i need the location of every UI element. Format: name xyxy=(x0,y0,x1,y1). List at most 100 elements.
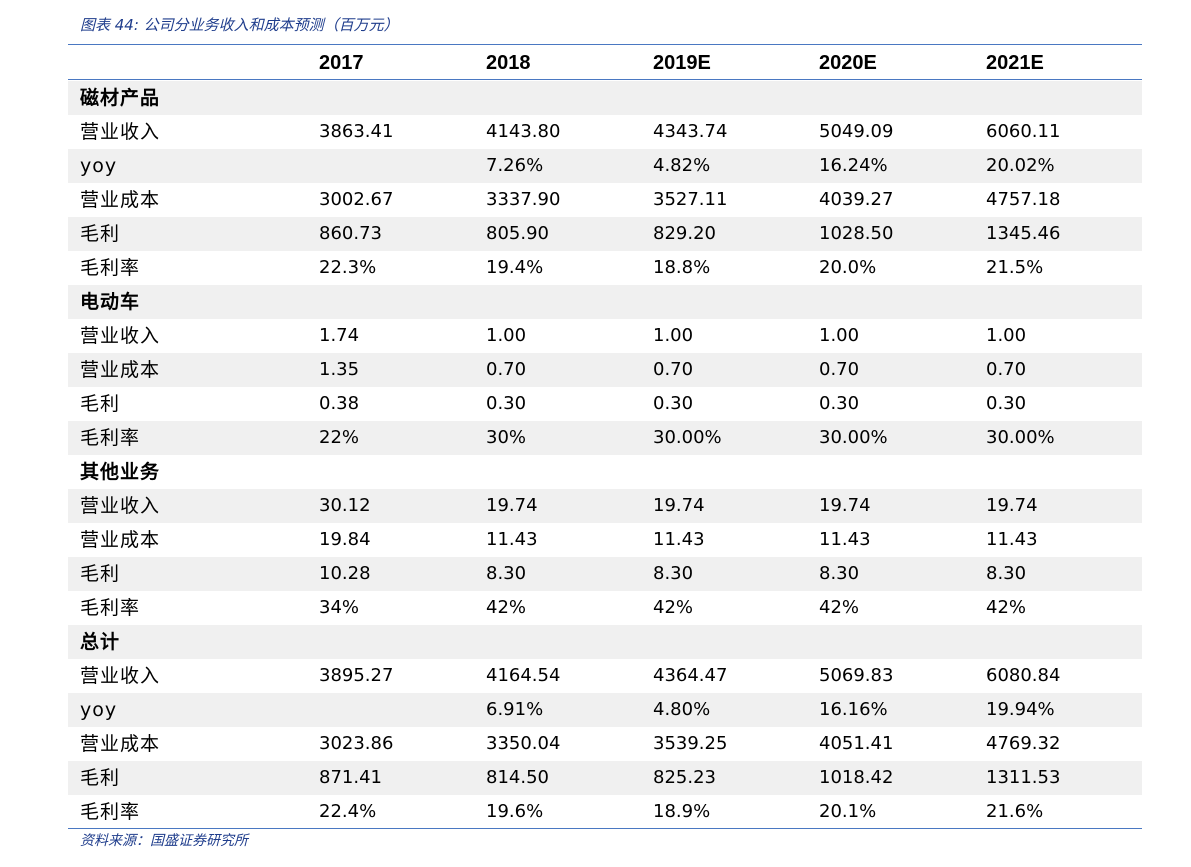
table-row: 营业收入 3863.41 4143.80 4343.74 5049.09 6060.11 xyxy=(68,115,1142,149)
table-cell: 4364.47 xyxy=(653,665,728,686)
table-cell: 19.74 xyxy=(486,495,538,516)
row-label: 毛利 xyxy=(80,563,121,585)
table-cell: 3350.04 xyxy=(486,733,561,754)
table-caption: 图表 44: 公司分业务收入和成本预测（百万元） xyxy=(80,16,399,34)
table-cell: 16.16% xyxy=(819,699,888,720)
table-cell: 11.43 xyxy=(819,529,871,550)
table-cell: 0.30 xyxy=(653,393,694,414)
section-label: 其他业务 xyxy=(80,461,161,483)
table-cell: 1.00 xyxy=(986,325,1027,346)
table-cell: 19.84 xyxy=(319,529,371,550)
table-row: 营业成本 3002.67 3337.90 3527.11 4039.27 4757.18 xyxy=(68,183,1142,217)
table-cell: 3539.25 xyxy=(653,733,728,754)
row-label: 营业收入 xyxy=(80,665,161,687)
row-label: yoy xyxy=(80,699,118,721)
row-label: 毛利率 xyxy=(80,801,141,823)
table-cell: 42% xyxy=(819,597,860,618)
table-cell: 6080.84 xyxy=(986,665,1061,686)
table-cell: 42% xyxy=(486,597,527,618)
table-row: 营业成本 19.84 11.43 11.43 11.43 11.43 xyxy=(68,523,1142,557)
table-cell: 19.94% xyxy=(986,699,1055,720)
section-row: 磁材产品 xyxy=(68,81,1142,115)
table-cell: 8.30 xyxy=(819,563,860,584)
table-cell: 4343.74 xyxy=(653,121,728,142)
row-label: 毛利 xyxy=(80,223,121,245)
table-row: 毛利率 22% 30% 30.00% 30.00% 30.00% xyxy=(68,421,1142,455)
table-cell: 19.74 xyxy=(653,495,705,516)
table-cell: 3337.90 xyxy=(486,189,561,210)
table-cell: 0.30 xyxy=(819,393,860,414)
table-cell: 42% xyxy=(653,597,694,618)
table-cell: 1.00 xyxy=(653,325,694,346)
column-header: 2021E xyxy=(986,52,1044,74)
table-cell: 8.30 xyxy=(653,563,694,584)
table-cell: 19.6% xyxy=(486,801,544,822)
table-cell: 4.80% xyxy=(653,699,711,720)
table-cell: 6.91% xyxy=(486,699,544,720)
table-cell: 8.30 xyxy=(486,563,527,584)
table-body: 磁材产品营业收入 3863.41 4143.80 4343.74 5049.09 6060… xyxy=(68,81,1142,829)
table-cell: 30.12 xyxy=(319,495,371,516)
table-row: 毛利率 22.4% 19.6% 18.9% 20.1% 21.6% xyxy=(68,795,1142,829)
table-cell: 4039.27 xyxy=(819,189,894,210)
table-cell: 829.20 xyxy=(653,223,716,244)
section-row: 其他业务 xyxy=(68,455,1142,489)
source-note: 资料来源：国盛证券研究所 xyxy=(80,833,248,849)
table-cell: 4164.54 xyxy=(486,665,561,686)
table-cell: 0.70 xyxy=(986,359,1027,380)
table-cell: 871.41 xyxy=(319,767,382,788)
section-row: 总计 xyxy=(68,625,1142,659)
table-cell: 22% xyxy=(319,427,360,448)
row-label: 毛利率 xyxy=(80,597,141,619)
table-cell: 42% xyxy=(986,597,1027,618)
table-row: 毛利 10.28 8.30 8.30 8.30 8.30 xyxy=(68,557,1142,591)
table-cell: 0.70 xyxy=(819,359,860,380)
table-cell: 11.43 xyxy=(653,529,705,550)
table-cell: 0.38 xyxy=(319,393,360,414)
row-label: yoy xyxy=(80,155,118,177)
table-cell: 3002.67 xyxy=(319,189,394,210)
section-label: 总计 xyxy=(80,631,121,653)
column-header: 2019E xyxy=(653,52,711,74)
table-cell: 4051.41 xyxy=(819,733,894,754)
table-cell: 814.50 xyxy=(486,767,549,788)
table-cell: 30.00% xyxy=(986,427,1055,448)
table-cell: 1.00 xyxy=(486,325,527,346)
table-cell: 20.0% xyxy=(819,257,877,278)
table-cell: 34% xyxy=(319,597,360,618)
table-row: 毛利 860.73 805.90 829.20 1028.50 1345.46 xyxy=(68,217,1142,251)
table-row: 毛利率 34% 42% 42% 42% 42% xyxy=(68,591,1142,625)
table-cell: 30.00% xyxy=(819,427,888,448)
top-rule xyxy=(68,44,1142,45)
table-row: 营业收入 3895.27 4164.54 4364.47 5069.83 6080.84 xyxy=(68,659,1142,693)
row-label: 营业成本 xyxy=(80,529,161,551)
table-cell: 6060.11 xyxy=(986,121,1061,142)
table-cell: 0.30 xyxy=(486,393,527,414)
table-row: yoy 6.91% 4.80% 16.16% 19.94% xyxy=(68,693,1142,727)
row-label: 营业收入 xyxy=(80,121,161,143)
table-cell: 30% xyxy=(486,427,527,448)
table-cell: 30.00% xyxy=(653,427,722,448)
section-label: 磁材产品 xyxy=(80,87,161,109)
table-row: 营业收入 30.12 19.74 19.74 19.74 19.74 xyxy=(68,489,1142,523)
row-label: 毛利率 xyxy=(80,427,141,449)
row-label: 营业收入 xyxy=(80,325,161,347)
table-cell: 1345.46 xyxy=(986,223,1061,244)
table-cell: 860.73 xyxy=(319,223,382,244)
row-label: 毛利 xyxy=(80,767,121,789)
table-cell: 16.24% xyxy=(819,155,888,176)
table-row: 营业成本 1.35 0.70 0.70 0.70 0.70 xyxy=(68,353,1142,387)
table-cell: 20.1% xyxy=(819,801,877,822)
table-cell: 0.30 xyxy=(986,393,1027,414)
row-label: 营业成本 xyxy=(80,733,161,755)
table-cell: 19.74 xyxy=(986,495,1038,516)
table-cell: 10.28 xyxy=(319,563,371,584)
table-row: 营业收入 1.74 1.00 1.00 1.00 1.00 xyxy=(68,319,1142,353)
table-cell: 11.43 xyxy=(986,529,1038,550)
table-cell: 19.74 xyxy=(819,495,871,516)
row-label: 营业成本 xyxy=(80,189,161,211)
table-row: 毛利率 22.3% 19.4% 18.8% 20.0% 21.5% xyxy=(68,251,1142,285)
table-cell: 8.30 xyxy=(986,563,1027,584)
row-label: 毛利率 xyxy=(80,257,141,279)
header-rule xyxy=(68,79,1142,80)
